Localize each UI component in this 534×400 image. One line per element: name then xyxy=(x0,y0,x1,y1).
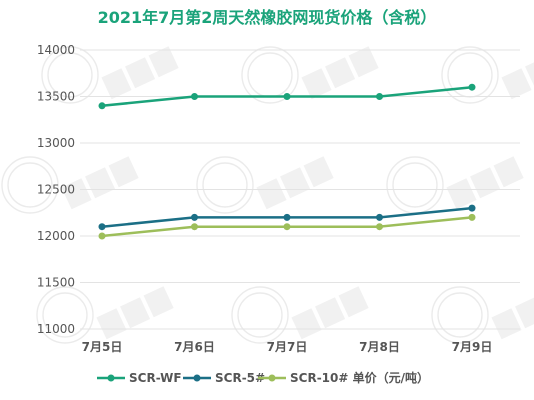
watermark-ring xyxy=(42,292,88,338)
watermark-ring xyxy=(202,162,248,208)
watermark-ring xyxy=(447,52,493,98)
x-tick-label: 7月9日 xyxy=(452,340,493,354)
watermark-ring xyxy=(7,162,53,208)
data-point xyxy=(376,223,383,231)
watermark-mark xyxy=(515,297,534,329)
data-point xyxy=(191,93,198,100)
data-point xyxy=(468,83,476,91)
watermark-mark xyxy=(491,308,522,340)
watermark-mark xyxy=(315,297,346,329)
data-point xyxy=(191,223,198,231)
watermark-ring xyxy=(241,46,299,104)
x-tick-label: 7月7日 xyxy=(267,340,308,354)
watermark-mark xyxy=(61,178,92,210)
y-tick-label: 12000 xyxy=(37,229,75,243)
legend-item: SCR-WF xyxy=(97,371,182,385)
data-point xyxy=(468,204,476,212)
series-3 xyxy=(98,213,476,240)
watermark-mark xyxy=(256,178,287,210)
watermark-ring xyxy=(386,156,444,214)
y-tick-label: 12500 xyxy=(37,183,75,197)
legend-marker xyxy=(193,374,201,382)
y-axis-ticks: 11000 11500 12000 12500 13000 13500 14000 xyxy=(37,43,75,336)
legend-marker xyxy=(107,374,115,382)
watermark-ring xyxy=(47,52,93,98)
watermark-mark xyxy=(325,57,356,89)
watermark-ring xyxy=(237,292,283,338)
legend: SCR-WF SCR-5# SCR-10# 单价（元/吨） xyxy=(97,370,429,385)
series-2 xyxy=(98,204,476,231)
watermark-mark xyxy=(338,286,369,318)
watermark-ring xyxy=(36,286,94,344)
data-point xyxy=(191,213,198,221)
watermark-mark xyxy=(143,286,174,318)
data-point xyxy=(376,93,383,100)
watermark-ring xyxy=(392,162,438,208)
series-lines xyxy=(98,83,476,240)
data-point xyxy=(283,93,291,100)
y-tick-label: 14000 xyxy=(37,43,75,57)
watermark-mark xyxy=(470,167,501,199)
watermark-mark xyxy=(96,308,127,340)
x-tick-label: 7月8日 xyxy=(359,340,400,354)
y-tick-label: 11500 xyxy=(37,276,75,290)
data-point xyxy=(98,223,106,231)
watermark-mark xyxy=(148,46,179,78)
watermark-ring xyxy=(247,52,293,98)
watermark xyxy=(1,46,534,344)
series-1 xyxy=(98,83,476,110)
watermark-mark xyxy=(125,57,156,89)
legend-label: SCR-5# xyxy=(215,371,265,385)
legend-label: SCR-WF xyxy=(129,371,182,385)
watermark-mark xyxy=(446,178,477,210)
watermark-mark xyxy=(301,68,332,100)
data-point xyxy=(98,232,106,240)
x-tick-label: 7月6日 xyxy=(174,340,215,354)
watermark-mark xyxy=(108,156,139,188)
watermark-mark xyxy=(348,46,379,78)
legend-marker xyxy=(268,374,276,382)
watermark-ring xyxy=(41,46,99,104)
x-axis-ticks: 7月5日 7月6日 7月7日 7月8日 7月9日 xyxy=(82,340,493,354)
chart-title: 2021年7月第2周天然橡胶网现货价格（含税） xyxy=(98,8,437,27)
watermark-mark xyxy=(280,167,311,199)
legend-label: SCR-10# 单价（元/吨） xyxy=(290,370,429,385)
y-tick-label: 13500 xyxy=(37,90,75,104)
data-point xyxy=(376,213,383,221)
data-point xyxy=(468,213,476,221)
watermark-mark xyxy=(501,68,532,100)
legend-item: SCR-10# 单价（元/吨） xyxy=(258,370,429,385)
data-point xyxy=(98,102,106,110)
watermark-mark xyxy=(101,68,132,100)
gridlines xyxy=(80,49,520,330)
watermark-ring xyxy=(437,292,483,338)
watermark-ring xyxy=(431,286,489,344)
watermark-mark xyxy=(85,167,116,199)
watermark-mark xyxy=(291,308,322,340)
watermark-ring xyxy=(196,156,254,214)
watermark-ring xyxy=(441,46,499,104)
y-tick-label: 11000 xyxy=(37,322,75,336)
legend-item: SCR-5# xyxy=(183,371,265,385)
y-tick-label: 13000 xyxy=(37,136,75,150)
watermark-mark xyxy=(303,156,334,188)
watermark-ring xyxy=(1,156,59,214)
data-point xyxy=(283,223,291,231)
watermark-mark xyxy=(493,156,524,188)
watermark-ring xyxy=(231,286,289,344)
watermark-mark xyxy=(120,297,151,329)
watermark-mark xyxy=(525,57,534,89)
data-point xyxy=(283,213,291,221)
x-tick-label: 7月5日 xyxy=(82,340,123,354)
